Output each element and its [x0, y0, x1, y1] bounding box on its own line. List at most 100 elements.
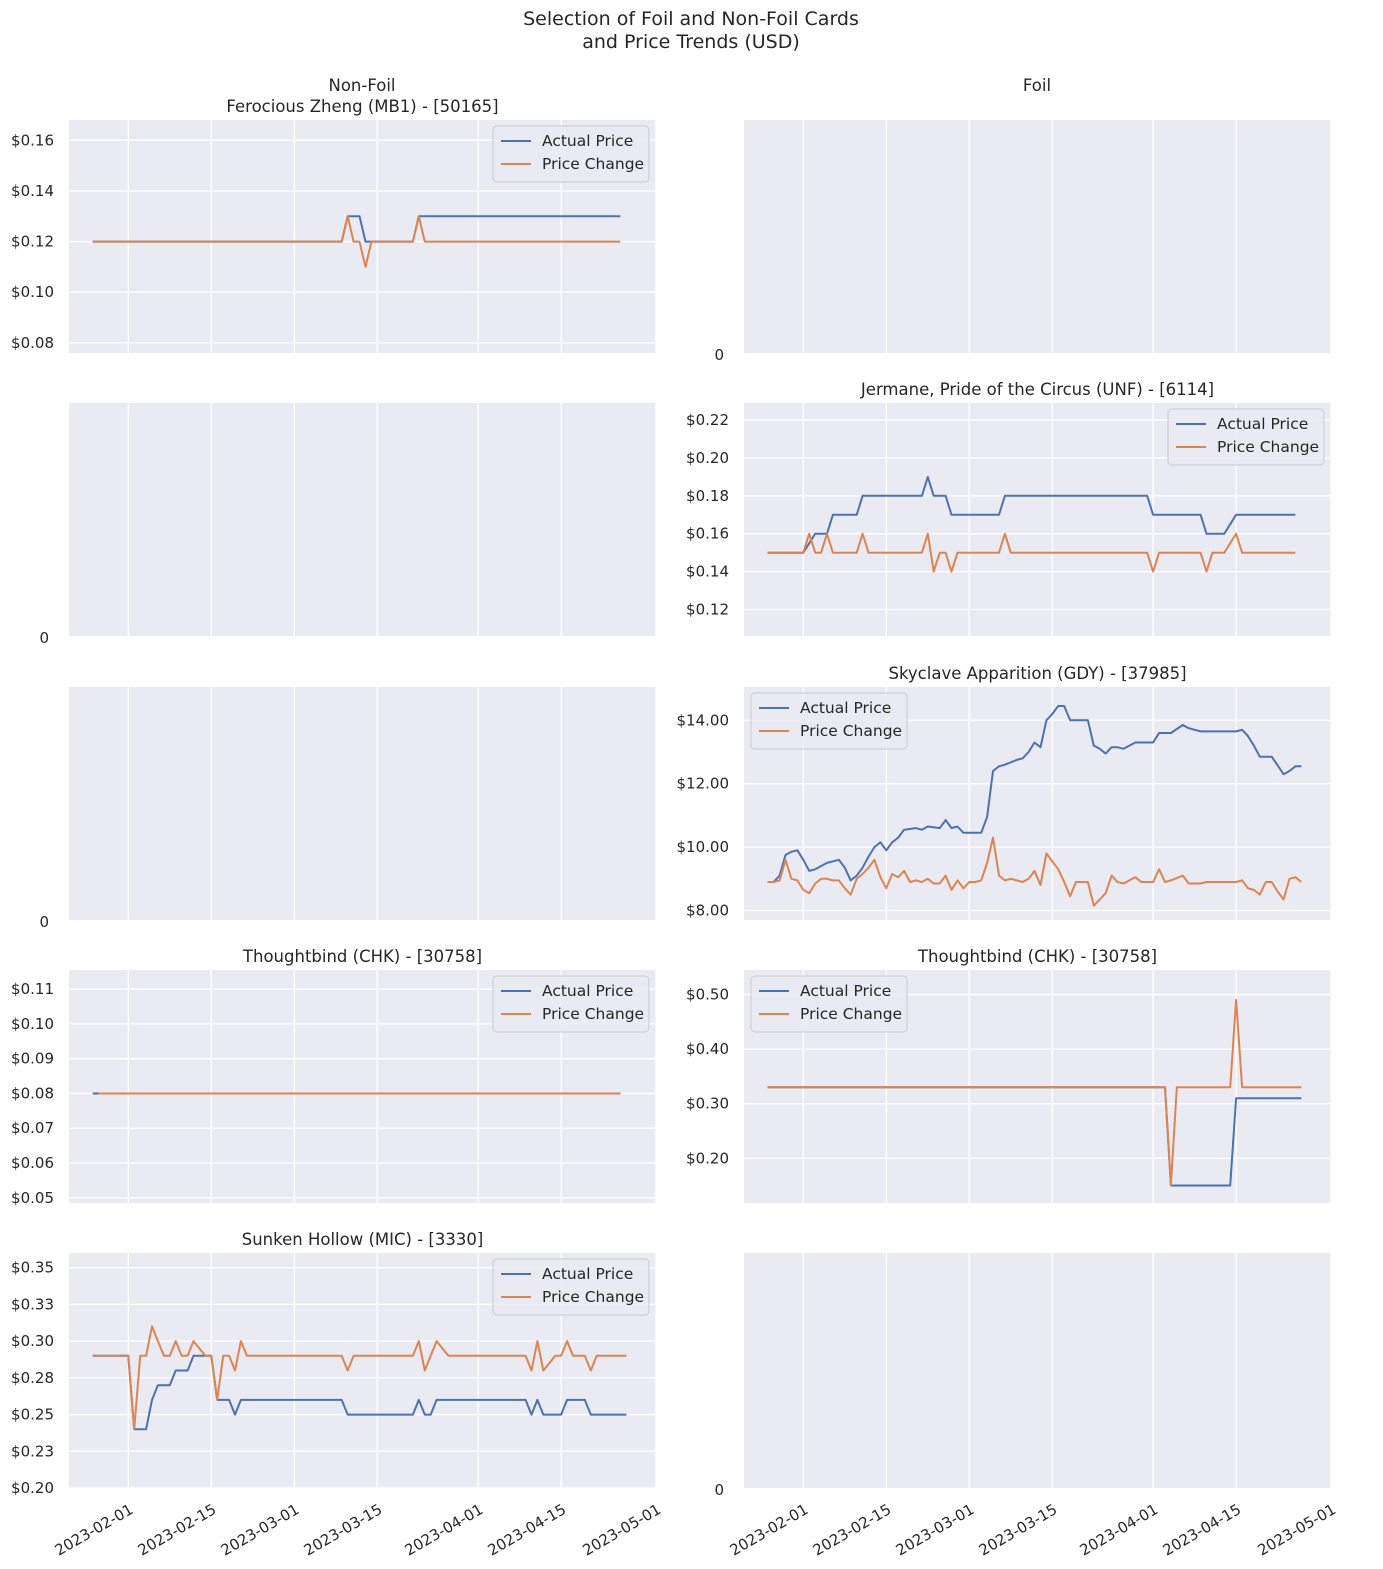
column-header-foil: Foil: [1023, 76, 1051, 95]
plot-area: [744, 120, 1331, 353]
y-tick-label: $0.20: [11, 1479, 54, 1497]
x-tick-label: 2023-05-01: [579, 1500, 664, 1559]
y-tick-label: $0.08: [11, 1084, 54, 1102]
legend-label-actual: Actual Price: [800, 982, 891, 1000]
x-tick-label: 2023-04-15: [1160, 1500, 1245, 1559]
subplot-r2c0: 0: [39, 687, 657, 931]
y-tick-label: $0.28: [11, 1369, 54, 1387]
legend-label-change: Price Change: [542, 155, 644, 173]
x-tick-label: 2023-03-15: [976, 1500, 1061, 1559]
legend-label-change: Price Change: [1217, 438, 1319, 456]
legend-label-change: Price Change: [800, 1005, 902, 1023]
x-tick-label: 2023-03-15: [301, 1500, 386, 1559]
legend: Actual Price Price Change: [1167, 408, 1325, 466]
legend-label-actual: Actual Price: [542, 132, 633, 150]
subplot-title: Ferocious Zheng (MB1) - [50165]: [226, 97, 498, 116]
legend: Actual Price Price Change: [492, 125, 650, 183]
y-tick-label: $0.10: [11, 1015, 54, 1033]
y-tick-label: $0.30: [686, 1095, 729, 1113]
legend-label-actual: Actual Price: [1217, 415, 1308, 433]
y-tick-label: $0.08: [11, 334, 54, 352]
y-tick-label: $12.00: [677, 775, 730, 793]
legend-label-change: Price Change: [800, 722, 902, 740]
legend-box: [492, 975, 650, 1033]
subplot-r1c0: 0: [39, 403, 657, 647]
price-change-line: [767, 532, 1296, 573]
actual-price-line: [92, 1354, 627, 1431]
y-tick-label: $0.06: [11, 1154, 54, 1172]
x-tick-label: 2023-03-01: [893, 1500, 978, 1559]
legend-label-actual: Actual Price: [542, 1265, 633, 1283]
y-tick-label: $0.20: [686, 1149, 729, 1167]
y-tick-label: $0.12: [686, 600, 729, 618]
y-tick-label: $0.25: [11, 1406, 54, 1424]
y-tick-label: $0.22: [686, 411, 729, 429]
legend-label-actual: Actual Price: [542, 982, 633, 1000]
y-tick-label: $0.23: [11, 1442, 54, 1460]
figure-title-line1: Selection of Foil and Non-Foil Cards: [523, 8, 859, 30]
x-tick-label: 2023-02-15: [810, 1500, 895, 1559]
y-tick-label: $10.00: [677, 838, 730, 856]
subplot-title: Sunken Hollow (MIC) - [3330]: [242, 1230, 484, 1249]
legend-box: [492, 1258, 650, 1316]
plot-area: [69, 403, 656, 636]
y-tick-label: $0.14: [686, 563, 729, 581]
subplot-title: Skyclave Apparition (GDY) - [37985]: [888, 664, 1186, 683]
subplot-title: Jermane, Pride of the Circus (UNF) - [61…: [860, 380, 1214, 399]
legend-label-actual: Actual Price: [800, 699, 891, 717]
actual-price-line: [767, 705, 1302, 883]
legend-box: [750, 692, 908, 750]
y-tick-label: $0.11: [11, 980, 54, 998]
x-tick-label: 2023-02-01: [727, 1500, 812, 1559]
y-tick-label: $0.10: [11, 283, 54, 301]
x-tick-label: 2023-02-15: [135, 1500, 220, 1559]
subplot-r0c1: 0: [714, 120, 1332, 364]
y-tick-label: $0.05: [11, 1189, 54, 1207]
x-tick-label: 2023-05-01: [1254, 1500, 1339, 1559]
x-tick-label: 2023-04-15: [485, 1500, 570, 1559]
y-tick-label: $0.12: [11, 233, 54, 251]
subplot-r2c1: $8.00 $10.00 $12.00 $14.00 Skyclave Appariti…: [677, 664, 1332, 920]
legend: Actual Price Price Change: [750, 692, 908, 750]
subplot-r1c1: $0.12 $0.14 $0.16 $0.18 $0.20 $0.22 Jermane, P…: [686, 380, 1332, 636]
legend-box: [750, 975, 908, 1033]
y-tick-label: 0: [39, 913, 49, 931]
column-header-nonfoil: Non-Foil: [328, 76, 395, 95]
y-tick-label: $0.09: [11, 1050, 54, 1068]
legend: Actual Price Price Change: [492, 975, 650, 1033]
legend-box: [1167, 408, 1325, 466]
price-change-line: [92, 215, 621, 268]
subplot-title: Thoughtbind (CHK) - [30758]: [242, 947, 482, 966]
y-tick-label: $0.30: [11, 1332, 54, 1350]
x-tick-label: 2023-04-01: [402, 1500, 487, 1559]
subplot-r4c0: $0.20 $0.23 $0.25 $0.28 $0.30 $0.33 $0.35 Sunke…: [11, 1230, 664, 1559]
subplot-r0c0: $0.08 $0.10 $0.12 $0.14 $0.16 Ferocious Zheng…: [11, 97, 657, 353]
y-tick-label: $0.50: [686, 986, 729, 1004]
price-change-line: [767, 836, 1303, 907]
subplot-title: Thoughtbind (CHK) - [30758]: [917, 947, 1157, 966]
legend-label-change: Price Change: [542, 1288, 644, 1306]
legend: Actual Price Price Change: [492, 1258, 650, 1316]
y-tick-label: $8.00: [686, 901, 729, 919]
actual-price-line: [767, 475, 1296, 554]
legend-box: [492, 125, 650, 183]
y-tick-label: 0: [714, 1481, 724, 1499]
y-tick-label: $0.33: [11, 1295, 54, 1313]
y-tick-label: $0.20: [686, 449, 729, 467]
y-tick-label: $0.07: [11, 1119, 54, 1137]
y-tick-label: $0.14: [11, 182, 54, 200]
y-tick-label: $0.16: [686, 525, 729, 543]
x-tick-label: 2023-03-01: [218, 1500, 303, 1559]
y-tick-label: $0.40: [686, 1040, 729, 1058]
price-change-line: [92, 1325, 627, 1431]
y-tick-label: $0.16: [11, 131, 54, 149]
x-tick-label: 2023-02-01: [52, 1500, 137, 1559]
price-change-line: [767, 999, 1302, 1187]
y-tick-label: $14.00: [677, 711, 730, 729]
x-tick-label: 2023-04-01: [1077, 1500, 1162, 1559]
y-tick-label: $0.35: [11, 1259, 54, 1277]
legend: Actual Price Price Change: [750, 975, 908, 1033]
legend-label-change: Price Change: [542, 1005, 644, 1023]
subplot-r3c1: $0.20 $0.30 $0.40 $0.50 Thoughtbind (CHK) - …: [686, 947, 1332, 1203]
